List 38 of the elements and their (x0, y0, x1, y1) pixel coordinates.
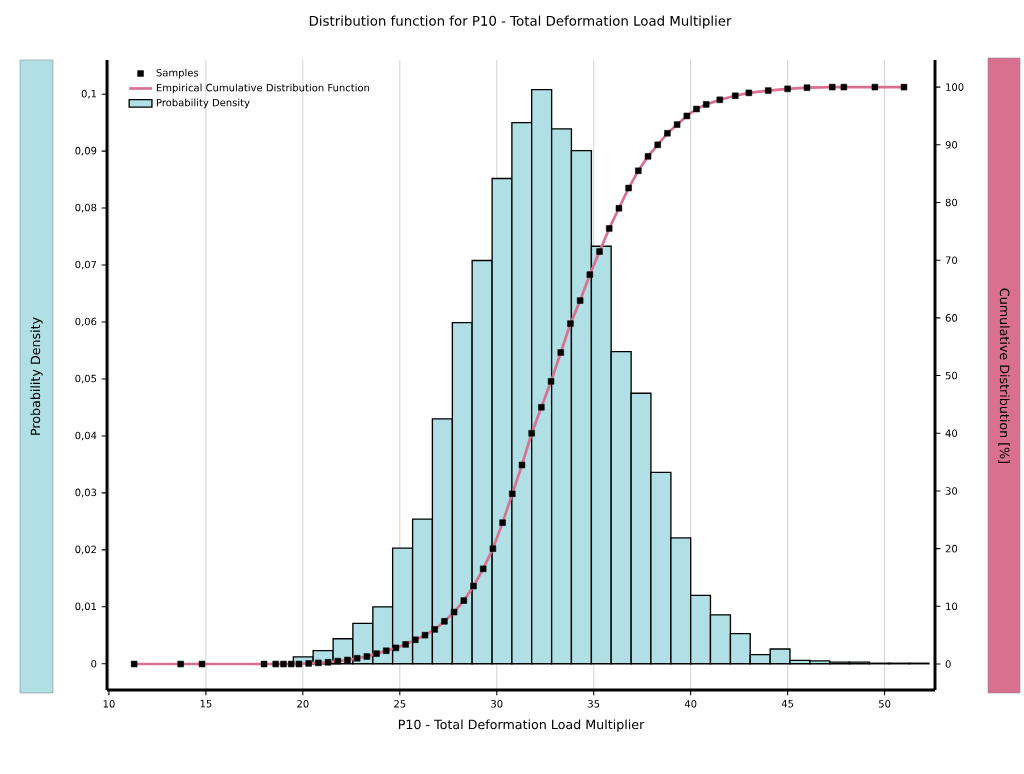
legend-label: Empirical Cumulative Distribution Function (156, 83, 370, 94)
x-axis-title: P10 - Total Deformation Load Multiplier (398, 719, 645, 732)
legend-label: Probability Density (156, 98, 250, 109)
x-tick-label: 35 (588, 700, 600, 708)
y-tick-label: 0,07 (75, 260, 97, 270)
y-tick-label: 0,09 (75, 146, 97, 156)
legend-label: Samples (156, 68, 199, 79)
y2-tick-label: 40 (945, 429, 958, 438)
y2-tick-label: 100 (946, 83, 964, 91)
y2-tick-label: 20 (945, 544, 958, 553)
y2-tick-label: 60 (945, 314, 958, 322)
x-tick-label: 15 (200, 700, 212, 708)
x-tick-label: 40 (684, 700, 697, 708)
y2-tick-label: 0 (945, 660, 951, 668)
y2-tick-label: 30 (945, 487, 958, 495)
x-tick-label: 25 (394, 700, 406, 708)
y2-tick-label: 90 (945, 141, 958, 149)
x-tick-label: 30 (491, 700, 503, 708)
y-tick-label: 0,05 (75, 374, 97, 384)
y-tick-label: 0,06 (75, 317, 97, 327)
y2-tick-label: 70 (945, 256, 958, 264)
y-tick-label: 0,1 (81, 89, 97, 99)
y-tick-label: 0,04 (75, 431, 97, 441)
y-tick-label: 0,08 (75, 203, 97, 213)
y2-axis-title: Cumulative Distribution [%] (998, 288, 1010, 463)
y-tick-label: 0,03 (75, 488, 97, 498)
chart-title: Distribution function for P10 - Total Deformation Load Multiplier (309, 15, 732, 29)
x-tick-label: 20 (297, 700, 309, 708)
y2-tick-label: 50 (945, 371, 958, 380)
y-tick-label: 0 (91, 660, 97, 668)
x-tick-label: 10 (103, 700, 115, 708)
y-tick-label: 0,01 (75, 602, 97, 612)
y-axis-title: Probability Density (30, 317, 43, 435)
x-tick-label: 45 (781, 700, 794, 708)
x-tick-label: 50 (879, 700, 891, 708)
y-tick-label: 0,02 (75, 545, 96, 555)
y2-tick-label: 80 (945, 198, 958, 207)
y2-tick-label: 10 (946, 602, 958, 611)
